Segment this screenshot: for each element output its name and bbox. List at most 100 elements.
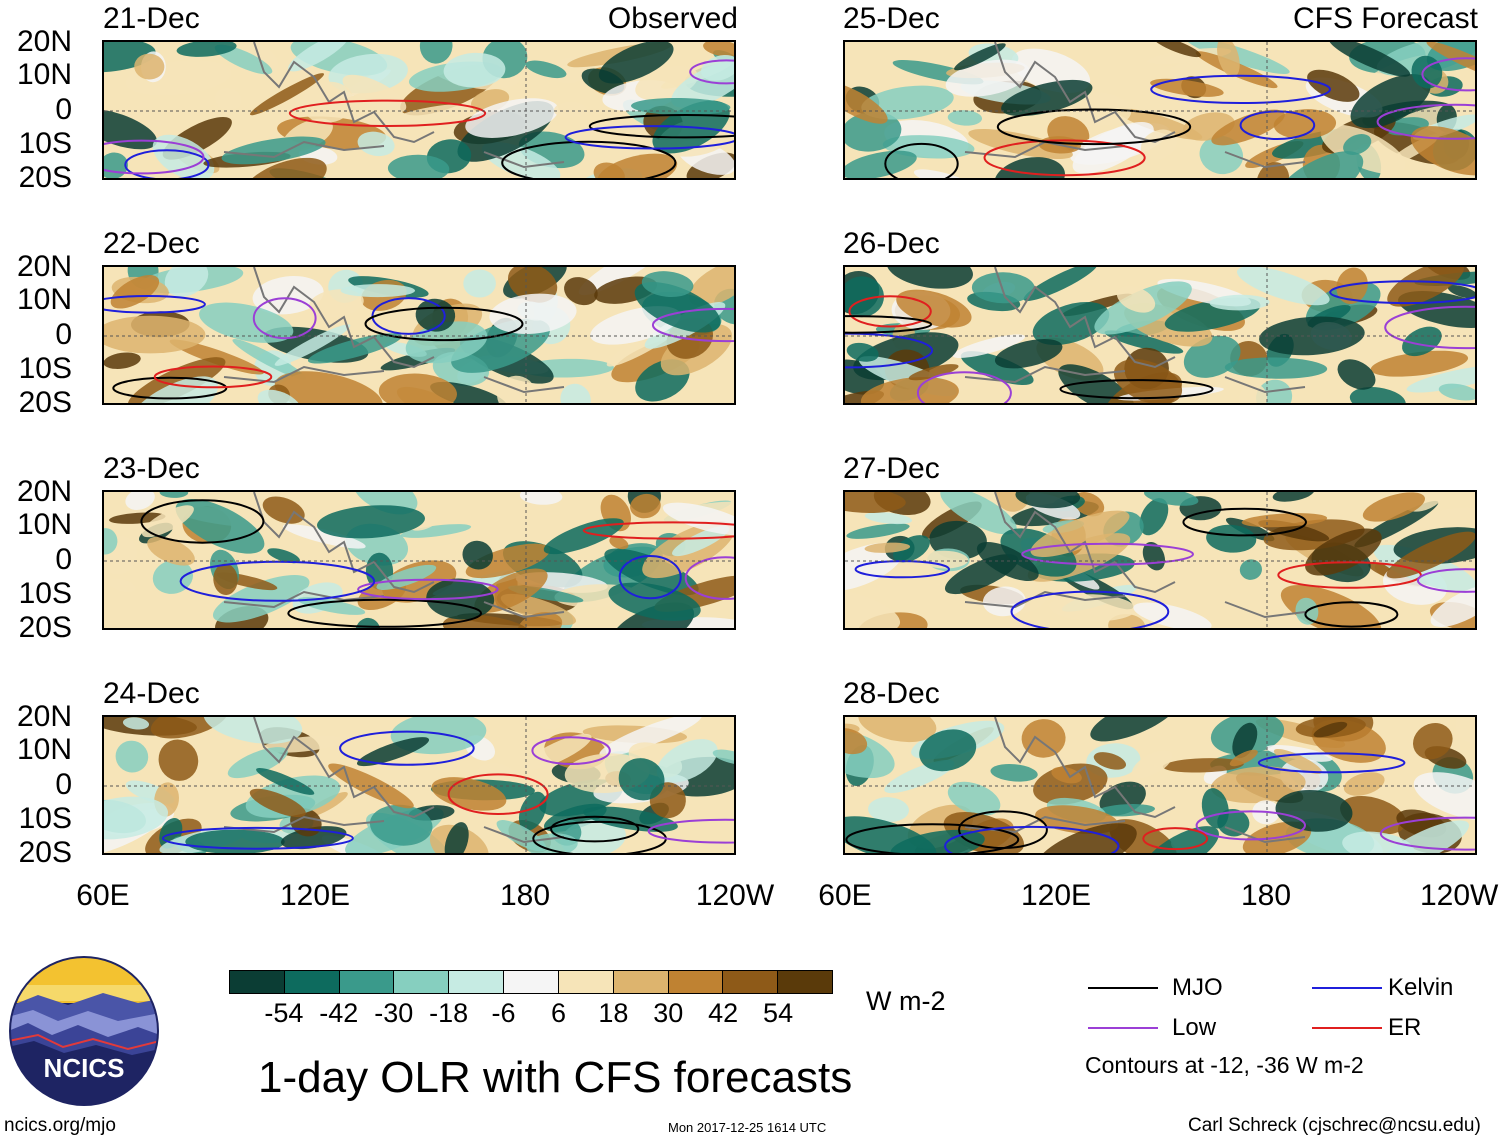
- olr-anomaly-blob: [1001, 79, 1093, 117]
- olr-anomaly-blob: [1413, 772, 1475, 821]
- olr-anomaly-blob: [1242, 821, 1312, 853]
- olr-anomaly-blob: [1143, 826, 1219, 853]
- olr-anomaly-blob: [994, 339, 1063, 369]
- olr-anomaly-blob: [274, 371, 383, 403]
- wave-contour: [1379, 816, 1475, 851]
- wave-contour: [153, 365, 273, 389]
- olr-anomaly-blob: [249, 788, 306, 818]
- lat-label: 10S: [18, 802, 72, 835]
- olr-anomaly-blob: [1133, 602, 1212, 628]
- legend-label-kelvin: Kelvin: [1388, 974, 1454, 1001]
- olr-anomaly-blob: [630, 493, 661, 519]
- map-panel-forecast: [843, 40, 1477, 180]
- olr-anomaly-blob: [947, 110, 983, 126]
- olr-anomaly-blob: [945, 59, 1030, 97]
- wave-contour: [550, 815, 640, 843]
- wave-contour: [564, 125, 734, 150]
- olr-anomaly-blob: [175, 498, 265, 554]
- coastline: [964, 267, 1306, 394]
- panel-date: 24-Dec: [103, 677, 200, 710]
- lat-label: 10S: [18, 352, 72, 385]
- olr-anomaly-blob: [608, 582, 701, 621]
- wave-contour: [339, 730, 475, 766]
- olr-anomaly-blob: [304, 792, 348, 818]
- olr-anomaly-blob: [317, 505, 425, 539]
- olr-anomaly-blob: [1239, 559, 1262, 580]
- olr-anomaly-blob: [309, 289, 364, 318]
- olr-anomaly-blob: [609, 536, 629, 550]
- footer-url[interactable]: ncics.org/mjo: [4, 1115, 116, 1136]
- olr-anomaly-blob: [995, 492, 1030, 512]
- olr-field: [104, 267, 734, 403]
- olr-anomaly-blob: [990, 763, 1038, 782]
- olr-anomaly-blob: [1313, 721, 1348, 738]
- wave-contour: [983, 139, 1146, 177]
- olr-anomaly-blob: [1150, 78, 1224, 97]
- wave-contour: [1059, 379, 1214, 400]
- olr-anomaly-blob: [297, 597, 366, 615]
- olr-anomaly-blob: [845, 728, 868, 755]
- olr-anomaly-blob: [952, 334, 1025, 358]
- olr-anomaly-blob: [913, 169, 973, 178]
- olr-anomaly-blob: [108, 578, 137, 593]
- map-panel-forecast: [843, 265, 1477, 405]
- olr-anomaly-blob: [212, 574, 310, 623]
- lat-label: 10S: [18, 577, 72, 610]
- olr-anomaly-blob: [860, 376, 959, 403]
- wave-contour: [689, 59, 734, 85]
- lat-label: 20S: [18, 161, 72, 194]
- olr-field: [845, 717, 1475, 853]
- olr-anomaly-blob: [1376, 820, 1470, 853]
- wave-contour: [124, 149, 210, 178]
- olr-anomaly-blob: [1236, 267, 1330, 306]
- olr-anomaly-blob: [519, 492, 563, 505]
- olr-anomaly-blob: [1162, 758, 1244, 773]
- colorbar-tick-label: 42: [708, 998, 739, 1028]
- colorbar-cell: [778, 971, 832, 993]
- wave-contour: [252, 297, 317, 340]
- legend-line-mjo: [1088, 987, 1158, 989]
- lat-label: 20N: [16, 700, 72, 733]
- colorbar-tick-label: 54: [763, 998, 794, 1028]
- colorbar-tick-label: 6: [550, 998, 566, 1028]
- panel-date: 27-Dec: [843, 452, 940, 485]
- contour-note: Contours at -12, -36 W m-2: [1085, 1052, 1364, 1078]
- panel-date: 25-Dec: [843, 2, 940, 35]
- colorbar-cell: [558, 971, 614, 993]
- olr-anomaly-blob: [1336, 267, 1368, 305]
- wave-contour: [884, 142, 959, 178]
- olr-anomaly-blob: [1362, 492, 1425, 522]
- olr-anomaly-blob: [356, 737, 430, 767]
- wave-contour: [447, 773, 549, 815]
- olr-anomaly-blob: [543, 518, 624, 555]
- olr-anomaly-blob: [864, 512, 912, 525]
- olr-anomaly-blob: [618, 758, 665, 801]
- map-panel-observed: [102, 265, 736, 405]
- olr-anomaly-blob: [1018, 592, 1048, 614]
- olr-field: [845, 492, 1475, 628]
- olr-anomaly-blob: [940, 492, 1017, 535]
- olr-anomaly-blob: [104, 315, 206, 354]
- wave-contour: [588, 114, 734, 139]
- olr-anomaly-blob: [893, 535, 930, 563]
- olr-anomaly-blob: [214, 44, 273, 75]
- olr-anomaly-blob: [489, 293, 577, 334]
- olr-anomaly-blob: [1049, 594, 1136, 622]
- wave-contour: [1257, 752, 1406, 774]
- olr-anomaly-blob: [1337, 359, 1376, 390]
- olr-anomaly-blob: [199, 302, 294, 343]
- olr-anomaly-blob: [104, 42, 156, 73]
- map-panel-forecast: [843, 490, 1477, 630]
- olr-anomaly-blob: [1217, 42, 1240, 78]
- wave-contour: [357, 578, 499, 601]
- wave-contour: [845, 315, 933, 334]
- olr-anomaly-blob: [1340, 796, 1406, 835]
- colorbar-cell: [449, 971, 505, 993]
- olr-anomaly-blob: [164, 267, 209, 297]
- wave-contour: [104, 295, 206, 314]
- olr-anomaly-blob: [1206, 524, 1257, 553]
- wave-contour: [364, 306, 524, 342]
- olr-anomaly-blob: [462, 540, 493, 570]
- olr-anomaly-blob: [288, 42, 349, 72]
- legend-label-er: ER: [1388, 1014, 1422, 1041]
